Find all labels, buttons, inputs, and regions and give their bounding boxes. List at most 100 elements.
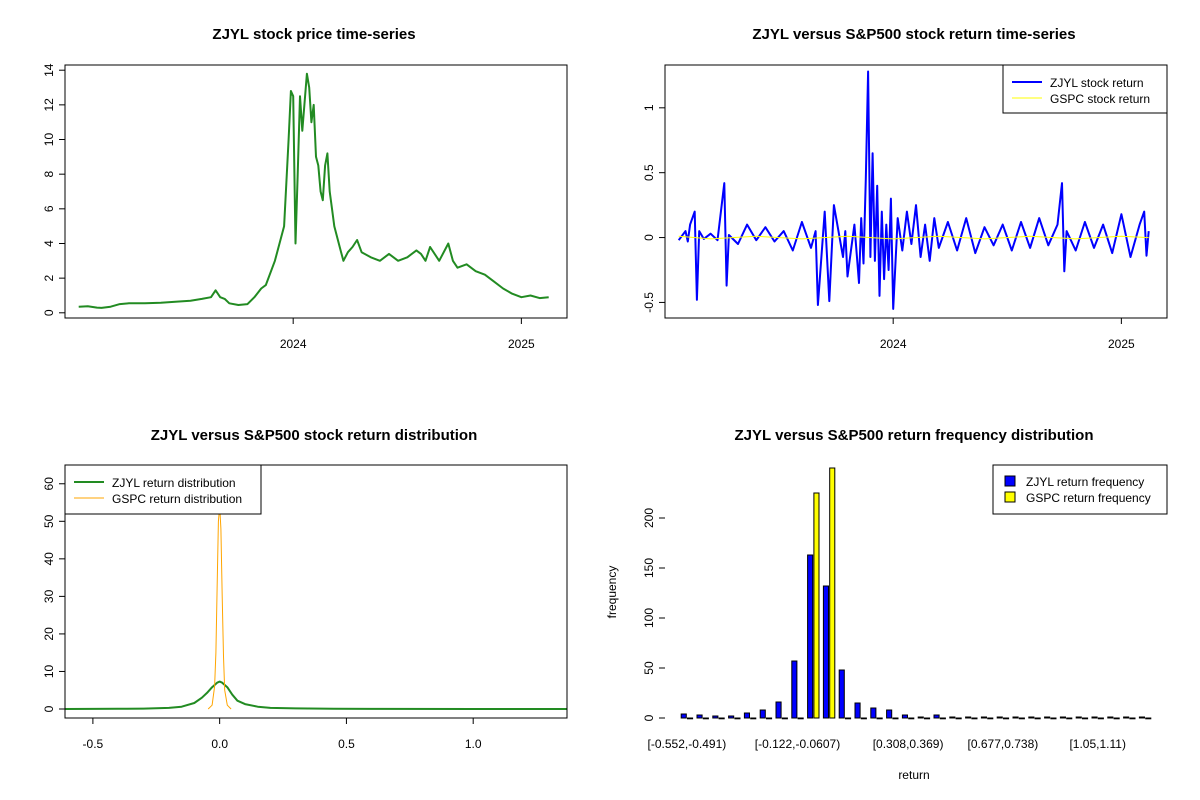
legend-swatch-zjyl	[1004, 475, 1016, 487]
bar-zjyl	[901, 714, 909, 719]
bar-gspc	[813, 492, 820, 719]
plot-area: 0 50 100 150 200 [-0.552,-0.491) [-0.122,-0.06…	[642, 467, 1152, 751]
y-tick-label: 0.5	[642, 164, 656, 181]
bar-gspc	[1129, 717, 1136, 720]
bar-gspc	[1003, 717, 1010, 720]
bar-zjyl	[1091, 716, 1098, 719]
panel-price-timeseries: ZJYL stock price time-series 0 2 4 6 8 10 12 14…	[42, 26, 568, 351]
x-tick-label: [1.05,1.11)	[1069, 737, 1125, 751]
series-line-zjyl	[64, 680, 567, 710]
bar-gspc	[1018, 717, 1025, 720]
y-tick-label: 10	[42, 133, 56, 147]
series-line-zjyl	[78, 72, 549, 309]
y-tick-label: 0	[642, 234, 656, 241]
legend-label-zjyl: ZJYL return distribution	[112, 476, 236, 490]
legend: ZJYL return distribution GSPC return dis…	[64, 464, 262, 515]
y-axis-label: frequency	[605, 566, 619, 619]
bar-gspc	[750, 717, 757, 720]
bar-gspc	[797, 717, 804, 720]
bar-gspc	[829, 467, 836, 719]
bar-gspc	[876, 717, 883, 720]
bar-zjyl	[1012, 716, 1019, 719]
bar-zjyl	[759, 709, 766, 719]
x-tick-label: 2025	[1108, 337, 1135, 351]
bar-zjyl	[1123, 716, 1130, 719]
bar-gspc	[1097, 717, 1104, 720]
y-tick-label: 0	[42, 705, 56, 712]
bar-zjyl	[965, 716, 972, 719]
chart-title: ZJYL versus S&P500 return frequency dist…	[735, 427, 1094, 444]
x-tick-label: 2024	[880, 337, 907, 351]
bar-zjyl	[933, 714, 940, 719]
bar-gspc	[1082, 717, 1089, 720]
bar-zjyl	[1138, 716, 1146, 719]
bar-gspc	[702, 717, 709, 720]
y-tick-label: 6	[42, 205, 56, 212]
y-tick-label: 200	[642, 508, 656, 528]
legend-label-gspc: GSPC stock return	[1050, 92, 1150, 106]
legend-label-zjyl: ZJYL return frequency	[1026, 475, 1144, 489]
legend-label-gspc: GSPC return frequency	[1026, 491, 1151, 505]
bar-gspc	[1050, 717, 1057, 720]
legend-swatch-gspc	[1004, 491, 1016, 503]
y-tick-label: 4	[42, 240, 56, 247]
y-tick-label: 8	[42, 171, 56, 178]
panel-return-distribution: ZJYL versus S&P500 stock return distribu…	[42, 427, 568, 751]
bar-gspc	[987, 717, 994, 720]
plot-area: -0.5 0 0.5 1 2024 2025	[642, 70, 1150, 351]
bar-gspc	[924, 717, 931, 720]
bar-gspc	[781, 717, 788, 720]
bar-zjyl	[728, 715, 735, 719]
y-tick-label: 150	[642, 558, 656, 578]
x-tick-label: 0.5	[338, 737, 355, 751]
y-tick-label: 2	[42, 274, 56, 281]
x-tick-label: [-0.552,-0.491)	[648, 737, 727, 751]
bar-gspc	[860, 717, 867, 720]
bar-zjyl	[1059, 716, 1067, 719]
y-tick-label: 30	[42, 589, 56, 603]
bar-zjyl	[996, 716, 1003, 719]
x-tick-label: 2024	[280, 337, 307, 351]
y-tick-label: 1	[642, 104, 656, 111]
bar-zjyl	[791, 660, 798, 719]
y-tick-label: 0	[42, 309, 56, 316]
bar-zjyl	[980, 716, 988, 719]
bar-zjyl	[870, 707, 877, 719]
bar-gspc	[1113, 717, 1120, 720]
y-tick-label: 50	[642, 661, 656, 675]
series-line-gspc	[678, 235, 1149, 240]
bar-zjyl	[712, 715, 719, 719]
y-tick-label: 50	[42, 514, 56, 528]
legend-box	[992, 464, 1168, 515]
y-tick-label: 10	[42, 664, 56, 678]
bar-gspc	[718, 717, 725, 720]
bar-gspc	[955, 717, 962, 720]
bar-gspc	[1066, 717, 1073, 720]
bar-zjyl	[886, 709, 893, 719]
bar-gspc	[1145, 717, 1152, 720]
legend-box	[64, 464, 262, 515]
y-tick-label: 14	[42, 63, 56, 77]
bar-zjyl	[1044, 716, 1051, 719]
bar-gspc	[845, 717, 852, 720]
plot-area: 0 2 4 6 8 10 12 14 2024 2025	[42, 63, 549, 351]
x-tick-label: 2025	[508, 337, 535, 351]
series-line-zjyl	[677, 70, 1150, 310]
x-axis-label: return	[898, 768, 929, 782]
y-tick-label: 60	[42, 477, 56, 491]
bar-zjyl	[743, 712, 751, 719]
panel-return-frequency: ZJYL versus S&P500 return frequency dist…	[605, 427, 1168, 782]
plot-frame	[64, 64, 568, 319]
bar-zjyl	[854, 702, 861, 719]
bar-zjyl	[838, 669, 845, 719]
plot-frame	[664, 64, 1168, 319]
x-tick-label: [0.308,0.369)	[873, 737, 944, 751]
legend-label-zjyl: ZJYL stock return	[1050, 76, 1144, 90]
bar-zjyl	[696, 714, 703, 719]
bar-zjyl	[917, 716, 924, 719]
bar-gspc	[1034, 717, 1041, 720]
bar-zjyl	[807, 554, 814, 719]
y-tick-label: 0	[642, 714, 656, 721]
legend: ZJYL return frequency GSPC return freque…	[992, 464, 1168, 515]
